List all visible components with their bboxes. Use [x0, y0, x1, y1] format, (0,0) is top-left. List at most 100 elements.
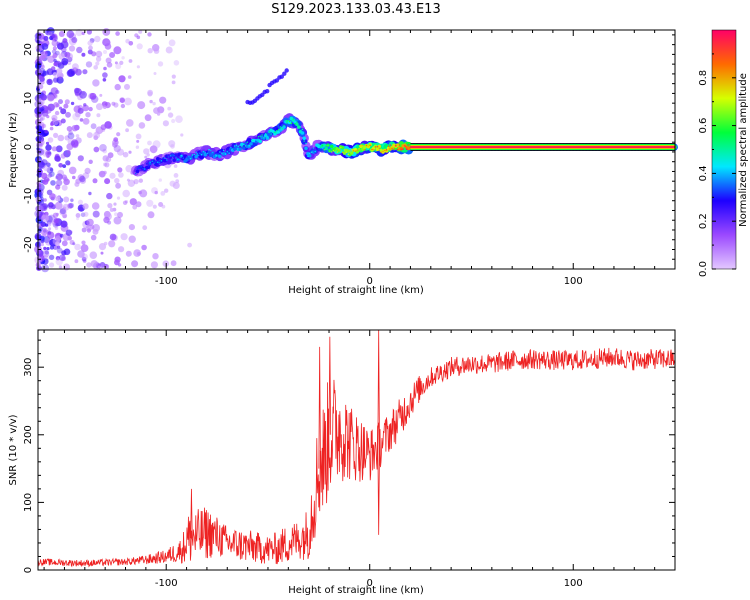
harmonic-blob	[279, 74, 284, 79]
ridge-point	[173, 154, 175, 157]
ridge-point	[202, 150, 205, 153]
ridge-point	[241, 145, 243, 148]
ridge-point	[246, 141, 249, 143]
ridge-point	[152, 159, 156, 163]
noise-blob	[113, 137, 119, 143]
ridge-point	[336, 151, 338, 153]
ridge-point	[213, 155, 216, 157]
noise-blob	[43, 246, 47, 250]
ridge-point	[134, 172, 137, 175]
noise-blob	[62, 164, 67, 169]
noise-blob	[58, 31, 65, 37]
noise-blob	[81, 253, 88, 260]
ridge-point	[174, 154, 178, 159]
noise-blob	[48, 254, 55, 260]
harmonic-blob	[282, 71, 287, 76]
noise-blob	[90, 234, 97, 241]
noise-blob	[119, 98, 125, 103]
noise-blob	[115, 63, 122, 70]
noise-blob	[141, 244, 147, 251]
noise-blob	[51, 34, 56, 39]
colorbar-gradient	[712, 30, 736, 269]
ridge-point	[248, 144, 250, 147]
noise-blob	[175, 179, 180, 184]
noise-blob	[77, 155, 84, 162]
noise-blob	[47, 137, 54, 143]
ridge-point	[300, 131, 305, 135]
noise-blob	[55, 256, 61, 261]
ridge-point	[182, 157, 185, 159]
noise-blob	[42, 179, 49, 185]
noise-blob	[105, 156, 112, 163]
noise-blob	[173, 164, 178, 168]
noise-blob	[124, 97, 132, 106]
ridge-point	[400, 149, 403, 151]
x-tick-label: -100	[155, 578, 178, 589]
y-tick-label: 10	[23, 92, 34, 105]
ridge-point	[208, 148, 210, 151]
noise-blob	[63, 178, 70, 186]
noise-blob	[109, 52, 116, 58]
ridge-point	[272, 131, 274, 134]
ridge-point	[346, 149, 350, 153]
noise-blob	[54, 155, 61, 162]
ridge-point	[287, 120, 292, 125]
ridge-point	[385, 149, 388, 151]
ridge-point	[266, 136, 269, 138]
noise-blob	[42, 232, 47, 237]
noise-blob	[75, 213, 81, 218]
noise-blob	[86, 228, 92, 233]
noise-blob	[165, 46, 173, 54]
noise-blob	[95, 61, 100, 66]
noise-blob	[114, 212, 118, 216]
ridge-point	[302, 136, 306, 140]
noise-blob	[158, 178, 162, 182]
ridge-point	[220, 148, 224, 153]
ridge-point	[367, 145, 370, 148]
ridge-point	[373, 148, 375, 151]
ridge-point	[200, 153, 203, 156]
ridge-point	[356, 149, 359, 152]
x-tick-label: 100	[564, 578, 583, 589]
snr-ticks: -100 0 100 0 100 200 300	[23, 330, 676, 589]
noise-blob	[70, 198, 74, 202]
noise-blob	[55, 241, 60, 247]
ridge-point	[286, 119, 289, 122]
ridge-point	[375, 147, 380, 152]
noise-blob	[117, 167, 123, 173]
ridge-point	[340, 146, 342, 149]
ridge-point	[281, 127, 283, 130]
noise-blob	[75, 68, 82, 76]
colorbar-tick-label: 0.0	[698, 261, 709, 277]
snr-frame	[37, 329, 676, 571]
noise-blob	[88, 92, 95, 100]
noise-blob	[127, 179, 136, 187]
noise-blob	[76, 217, 80, 221]
noise-blob	[173, 60, 180, 66]
noise-blob	[42, 229, 47, 233]
noise-blob	[67, 162, 71, 166]
noise-blob	[65, 229, 73, 236]
noise-blob	[41, 240, 45, 244]
noise-blob	[46, 162, 51, 168]
ridge-point	[258, 139, 262, 144]
figure-title: S129.2023.133.03.43.E13	[271, 2, 440, 17]
colorbar-tick-label: 0.8	[698, 70, 709, 86]
noise-blob	[58, 106, 63, 110]
ridge-point	[327, 144, 329, 147]
ridge-point	[314, 150, 316, 153]
noise-blob	[37, 83, 44, 90]
noise-blob	[66, 30, 75, 38]
noise-blob	[91, 95, 99, 103]
noise-blob	[53, 132, 59, 138]
noise-blob	[52, 40, 56, 45]
noise-blob	[55, 212, 59, 216]
ridge-point	[160, 159, 163, 162]
colorbar-tick-label: 0.4	[698, 165, 709, 181]
noise-blob	[168, 39, 176, 47]
noise-blob	[102, 148, 107, 154]
noise-blob	[43, 36, 49, 41]
noise-blob	[149, 145, 158, 154]
ridge-point	[178, 158, 181, 161]
